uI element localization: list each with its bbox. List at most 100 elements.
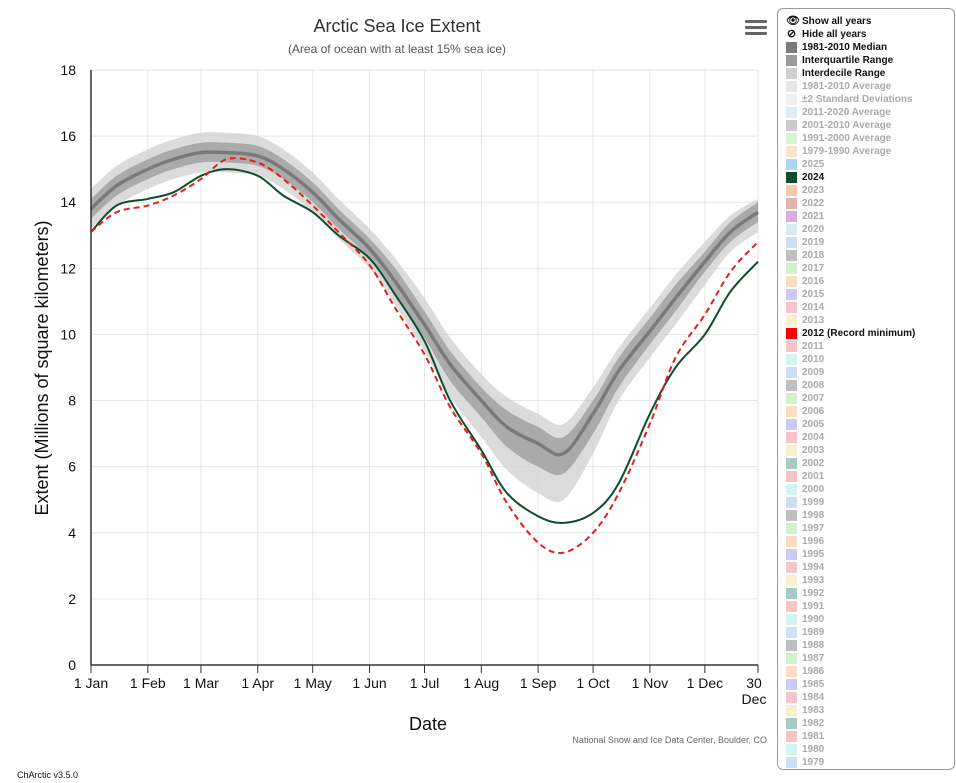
legend-item[interactable]: 1980	[786, 743, 954, 756]
legend-label: 2020	[802, 224, 825, 235]
legend-item[interactable]: 2014	[786, 301, 954, 314]
legend-label: 2025	[802, 159, 825, 170]
y-tick-label: 0	[68, 657, 76, 673]
legend-item[interactable]: 2015	[786, 288, 954, 301]
legend-label: 2010	[802, 354, 825, 365]
legend-swatch	[786, 224, 797, 235]
legend-item[interactable]: ±2 Standard Deviations	[786, 93, 954, 106]
legend-item[interactable]: 2019	[786, 236, 954, 249]
legend-item[interactable]: 2004	[786, 431, 954, 444]
legend-item[interactable]: 2008	[786, 379, 954, 392]
legend-label: 2002	[802, 458, 825, 469]
legend-label: 2008	[802, 380, 825, 391]
x-tick-label: 1 Feb	[130, 675, 166, 691]
legend-swatch	[786, 94, 797, 105]
legend-item[interactable]: 2012 (Record minimum)	[786, 327, 954, 340]
legend-item[interactable]: 1981-2010 Median	[786, 41, 954, 54]
legend-item[interactable]: 1995	[786, 548, 954, 561]
legend-label: 1981-2010 Average	[802, 81, 892, 92]
legend-swatch	[786, 458, 797, 469]
legend-label: 1983	[802, 705, 825, 716]
legend-item[interactable]: 2001-2010 Average	[786, 119, 954, 132]
legend-item[interactable]: 1990	[786, 613, 954, 626]
legend-item[interactable]: 1984	[786, 691, 954, 704]
x-tick-label: 1 Jan	[74, 675, 108, 691]
legend-item[interactable]: 2003	[786, 444, 954, 457]
y-tick-label: 14	[60, 194, 76, 210]
legend-item[interactable]: 2007	[786, 392, 954, 405]
legend-item[interactable]: 2000	[786, 483, 954, 496]
legend-swatch	[786, 315, 797, 326]
legend-item[interactable]: 1981-2010 Average	[786, 80, 954, 93]
legend-item[interactable]: 2023	[786, 184, 954, 197]
legend-label: 1991	[802, 601, 825, 612]
legend-swatch	[786, 484, 797, 495]
legend-label: 1999	[802, 497, 825, 508]
legend-item[interactable]: 1991-2000 Average	[786, 132, 954, 145]
legend-item[interactable]: 2009	[786, 366, 954, 379]
x-tick-label: 1 Dec	[687, 675, 724, 691]
legend-item[interactable]: 1996	[786, 535, 954, 548]
legend-swatch	[786, 497, 797, 508]
legend-swatch	[786, 354, 797, 365]
series-line-2024	[90, 168, 759, 524]
legend-swatch	[786, 328, 797, 339]
legend-item[interactable]: 1998	[786, 509, 954, 522]
menu-bar	[745, 20, 767, 23]
legend-swatch	[786, 588, 797, 599]
legend-item[interactable]: 1979	[786, 756, 954, 769]
legend-item[interactable]: 2024	[786, 171, 954, 184]
legend-item[interactable]: Interquartile Range	[786, 54, 954, 67]
legend-item[interactable]: 1991	[786, 600, 954, 613]
legend-item[interactable]: 2016	[786, 275, 954, 288]
legend-swatch	[786, 55, 797, 66]
legend-item[interactable]: 2011-2020 Average	[786, 106, 954, 119]
legend-item[interactable]: 1983	[786, 704, 954, 717]
legend-item[interactable]: 2011	[786, 340, 954, 353]
x-tick-label: 1 Oct	[576, 675, 610, 691]
legend-swatch	[786, 692, 797, 703]
hide-all-years-button[interactable]: ⊘ Hide all years	[786, 28, 954, 41]
legend-item[interactable]: 1993	[786, 574, 954, 587]
legend-label: 1979-1990 Average	[802, 146, 892, 157]
legend-label: 2021	[802, 211, 825, 222]
legend-label: 1989	[802, 627, 825, 638]
legend-item[interactable]: 2005	[786, 418, 954, 431]
legend-label: 1997	[802, 523, 825, 534]
legend-item[interactable]: 2001	[786, 470, 954, 483]
legend-item[interactable]: 1986	[786, 665, 954, 678]
hamburger-menu-icon[interactable]	[745, 18, 767, 38]
series-line-2012-record-minimum-	[90, 157, 759, 554]
legend-item[interactable]: 2006	[786, 405, 954, 418]
legend-item[interactable]: 1979-1990 Average	[786, 145, 954, 158]
legend-label: 2019	[802, 237, 825, 248]
legend-item[interactable]: 2017	[786, 262, 954, 275]
legend-item[interactable]: 2021	[786, 210, 954, 223]
legend-item[interactable]: 1994	[786, 561, 954, 574]
show-all-years-button[interactable]: 👁 Show all years	[786, 15, 954, 28]
legend-item[interactable]: 1985	[786, 678, 954, 691]
legend-item[interactable]: 2022	[786, 197, 954, 210]
legend-item[interactable]: 1997	[786, 522, 954, 535]
legend-item[interactable]: 1988	[786, 639, 954, 652]
legend-item[interactable]: 1981	[786, 730, 954, 743]
legend-item[interactable]: 1987	[786, 652, 954, 665]
legend-item[interactable]: 2018	[786, 249, 954, 262]
legend-swatch	[786, 523, 797, 534]
legend-swatch	[786, 601, 797, 612]
legend-item[interactable]: 2025	[786, 158, 954, 171]
legend-swatch	[786, 42, 797, 53]
legend-item[interactable]: 1999	[786, 496, 954, 509]
legend-item[interactable]: 2010	[786, 353, 954, 366]
legend-item[interactable]: 1982	[786, 717, 954, 730]
legend-item[interactable]: 2013	[786, 314, 954, 327]
legend-item[interactable]: Interdecile Range	[786, 67, 954, 80]
legend-label: 2023	[802, 185, 825, 196]
legend-item[interactable]: 1989	[786, 626, 954, 639]
x-tick-label: 1 May	[294, 675, 332, 691]
legend-item[interactable]: 2020	[786, 223, 954, 236]
legend-label: 2007	[802, 393, 825, 404]
legend-item[interactable]: 2002	[786, 457, 954, 470]
legend-label: 2003	[802, 445, 825, 456]
legend-item[interactable]: 1992	[786, 587, 954, 600]
